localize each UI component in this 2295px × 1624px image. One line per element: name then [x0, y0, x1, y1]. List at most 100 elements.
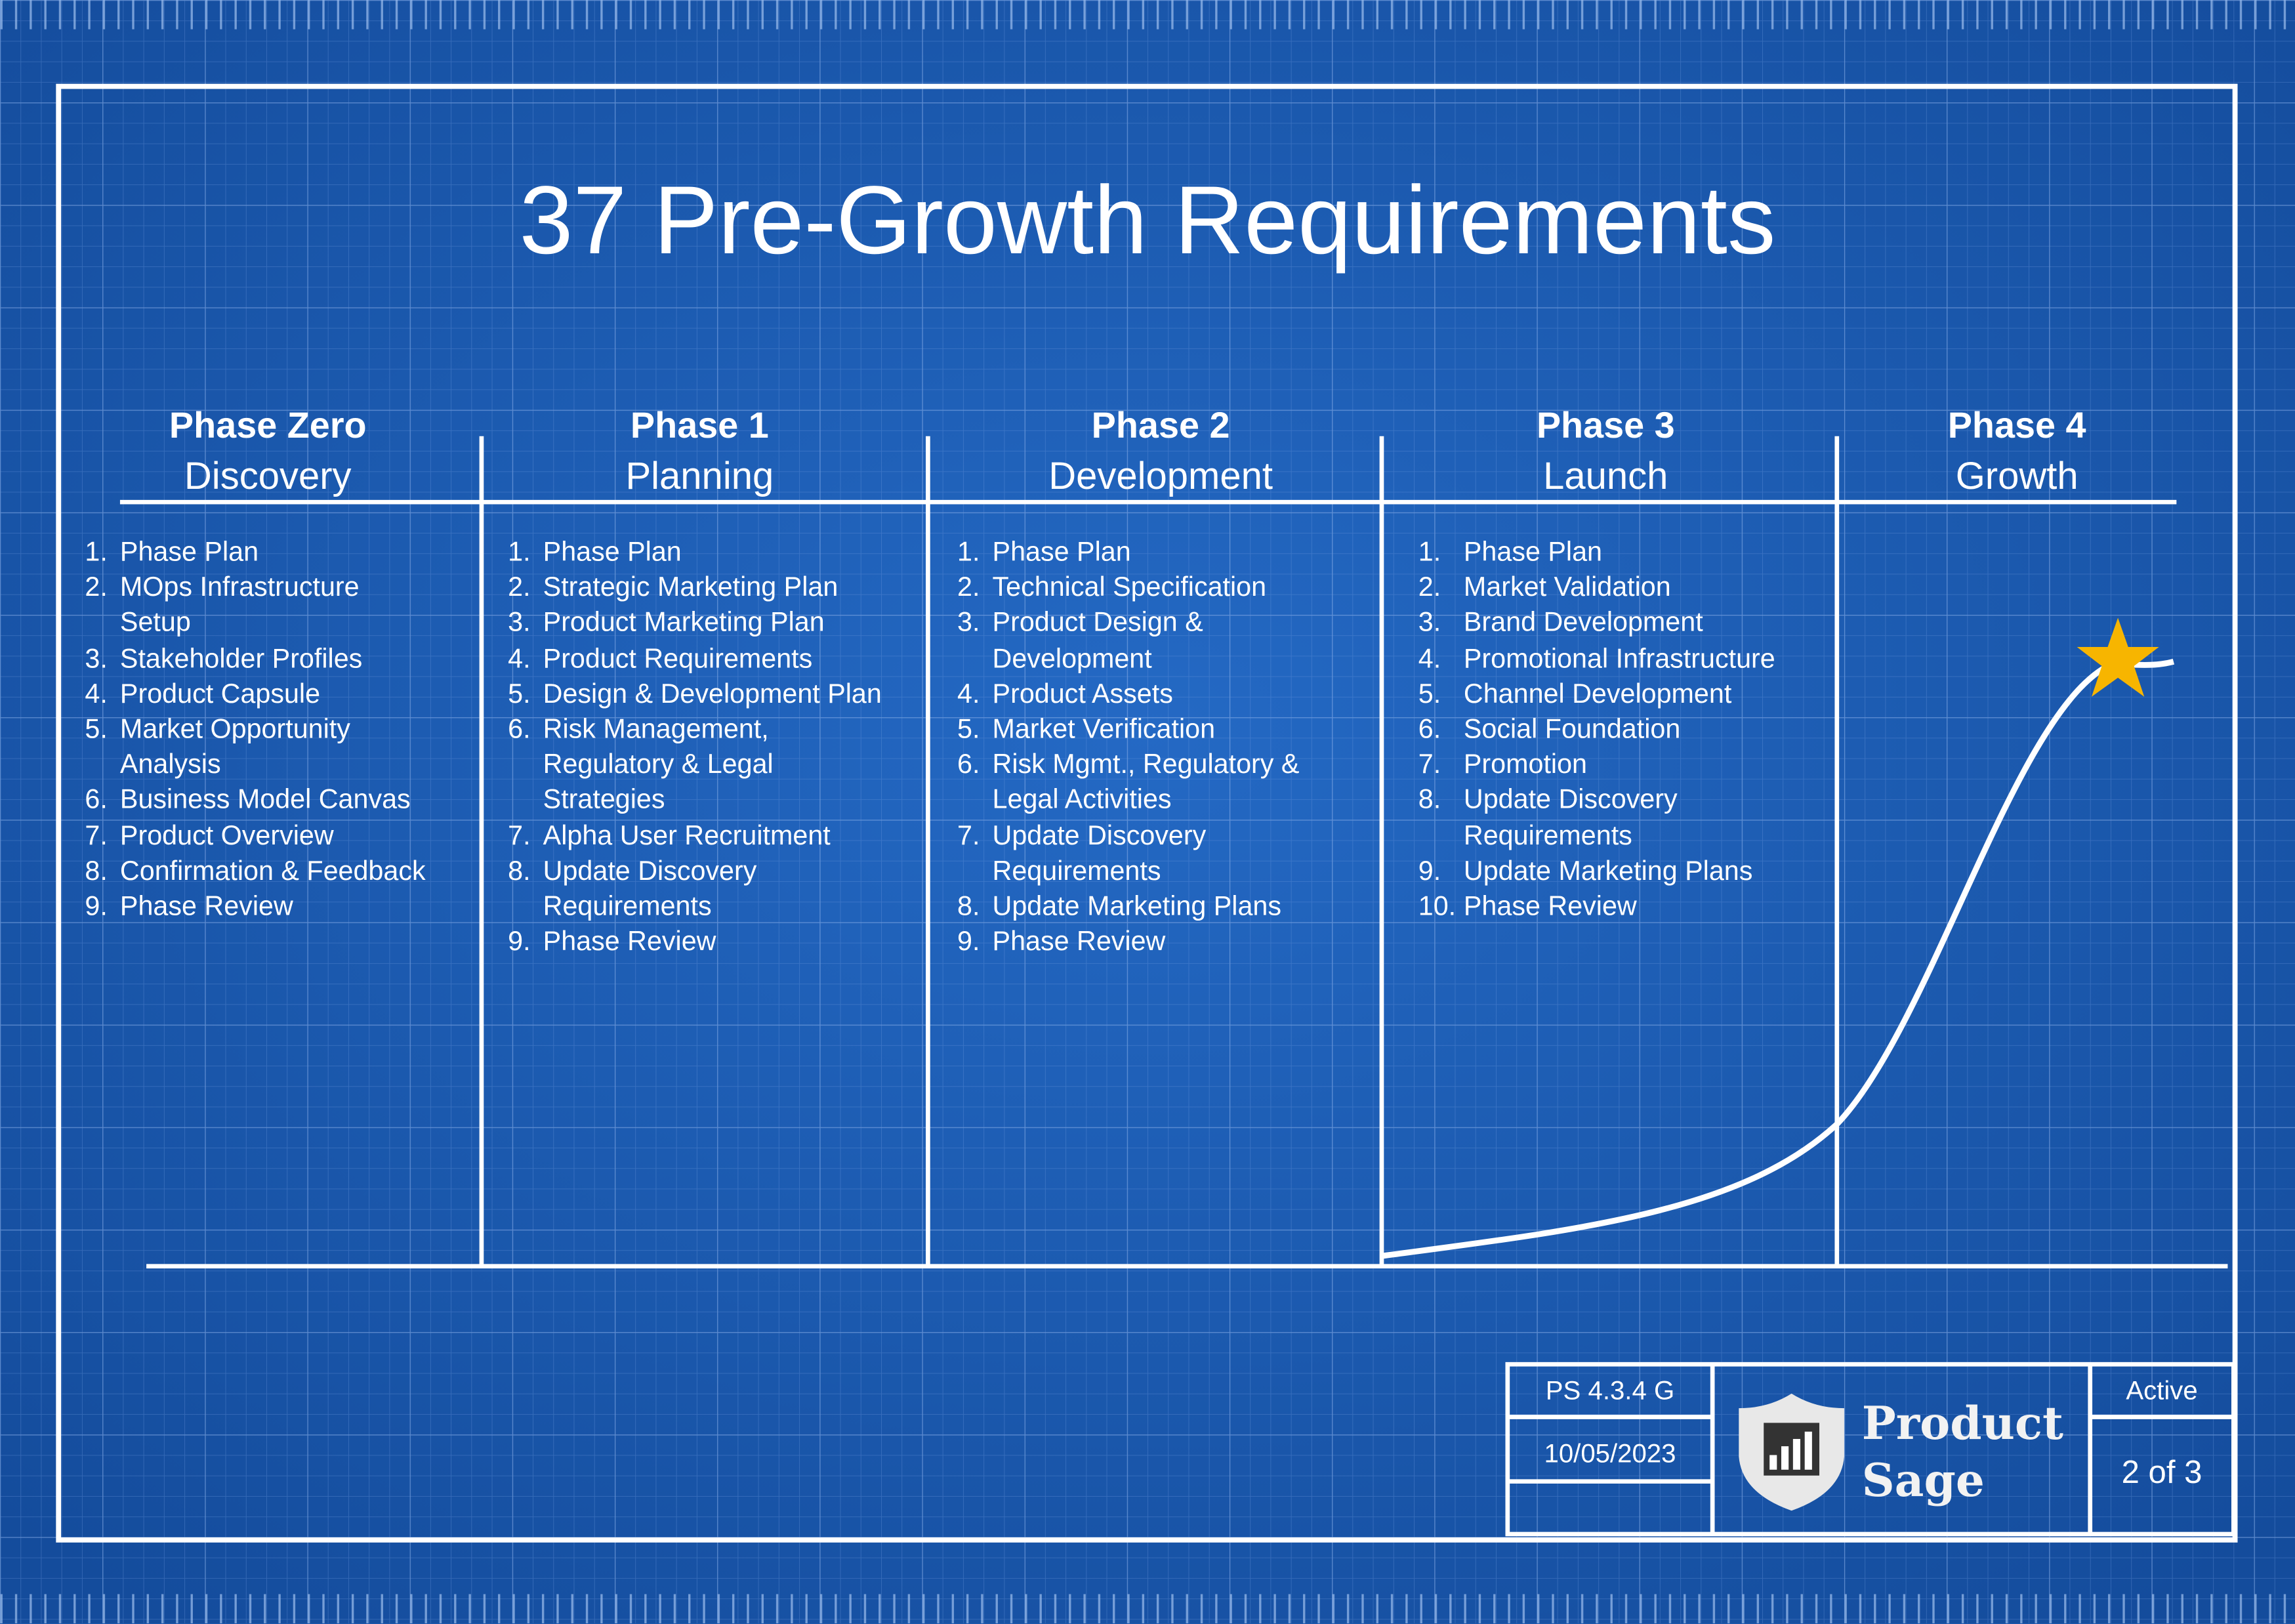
- item-text: Update Discovery: [1463, 783, 1678, 815]
- item-text: Social Foundation: [1463, 713, 1681, 744]
- item-text: Risk Mgmt., Regulatory &: [992, 748, 1300, 780]
- item-number: 2.: [1418, 571, 1441, 602]
- brand-line: Product: [1861, 1398, 2063, 1451]
- item-text: Product Marketing Plan: [543, 606, 825, 638]
- item-number: 1.: [957, 535, 980, 567]
- item-text: Brand Development: [1463, 606, 1703, 638]
- item-text: MOps Infrastructure: [119, 571, 360, 602]
- item-number: 7.: [508, 819, 531, 850]
- phase-name: Phase 4: [1947, 405, 2086, 447]
- phase-name: Phase 2: [1091, 405, 1230, 447]
- item-number: 4.: [957, 677, 980, 709]
- item-number: 9.: [957, 925, 980, 957]
- item-text: Promotional Infrastructure: [1463, 642, 1775, 673]
- item-number: 3.: [508, 606, 531, 638]
- item-text: Alpha User Recruitment: [543, 819, 831, 850]
- item-number: 4.: [1418, 642, 1441, 673]
- item-text: Requirements: [992, 854, 1161, 886]
- item-text: Market Verification: [992, 713, 1216, 744]
- status: Active: [2126, 1376, 2198, 1405]
- item-number: 4.: [508, 642, 531, 673]
- ruler-bottom: [0, 1594, 2295, 1624]
- item-number: 5.: [85, 713, 108, 744]
- item-text: Phase Plan: [543, 535, 682, 567]
- item-number: 3.: [85, 642, 108, 673]
- item-text: Phase Plan: [992, 535, 1131, 567]
- item-number: 6.: [957, 748, 980, 780]
- item-text: Update Marketing Plans: [992, 890, 1282, 921]
- item-number: 9.: [85, 890, 108, 921]
- item-number: 6.: [1418, 713, 1441, 744]
- item-number: 5.: [508, 677, 531, 709]
- item-number: 1.: [1418, 535, 1441, 567]
- item-text: Market Opportunity: [119, 713, 350, 744]
- item-text: Legal Activities: [992, 783, 1172, 815]
- item-number: 7.: [85, 819, 108, 850]
- item-text: Stakeholder Profiles: [119, 642, 363, 673]
- item-text: Setup: [119, 606, 191, 638]
- item-text: Phase Review: [1463, 890, 1637, 921]
- item-number: 8.: [508, 854, 531, 886]
- item-text: Phase Review: [992, 925, 1166, 957]
- item-text: Requirements: [1463, 819, 1632, 850]
- brand-line: Sage: [1861, 1455, 1985, 1508]
- phase-name: Phase 1: [630, 405, 769, 447]
- item-text: Phase Plan: [119, 535, 259, 567]
- item-text: Analysis: [119, 748, 221, 780]
- item-number: 2.: [85, 571, 108, 602]
- item-text: Product Overview: [119, 819, 334, 850]
- item-text: Update Discovery: [543, 854, 757, 886]
- item-number: 5.: [1418, 677, 1441, 709]
- item-text: Development: [992, 642, 1152, 673]
- item-number: 8.: [1418, 783, 1441, 815]
- item-text: Design & Development Plan: [543, 677, 882, 709]
- item-text: Strategies: [543, 783, 665, 815]
- item-number: 7.: [1418, 748, 1441, 780]
- item-text: Product Assets: [992, 677, 1173, 709]
- item-text: Requirements: [543, 890, 712, 921]
- item-text: Update Discovery: [992, 819, 1207, 850]
- item-number: 7.: [957, 819, 980, 850]
- phase-subtitle: Planning: [625, 453, 774, 498]
- item-text: Update Marketing Plans: [1463, 854, 1753, 886]
- item-text: Phase Review: [119, 890, 293, 921]
- item-number: 2.: [957, 571, 980, 602]
- title: 37 Pre-Growth Requirements: [519, 165, 1776, 274]
- item-number: 1.: [85, 535, 108, 567]
- item-text: Phase Plan: [1463, 535, 1602, 567]
- item-number: 1.: [508, 535, 531, 567]
- item-number: 5.: [957, 713, 980, 744]
- phase-subtitle: Development: [1048, 453, 1273, 498]
- item-text: Product Requirements: [543, 642, 813, 673]
- page-number: 2 of 3: [2121, 1453, 2202, 1491]
- item-number: 2.: [508, 571, 531, 602]
- item-text: Promotion: [1463, 748, 1588, 780]
- item-text: Market Validation: [1463, 571, 1671, 602]
- item-number: 6.: [85, 783, 108, 815]
- item-number: 9.: [1418, 854, 1441, 886]
- item-text: Product Capsule: [119, 677, 321, 709]
- item-number: 10.: [1418, 890, 1457, 921]
- item-text: Phase Review: [543, 925, 716, 957]
- phase-name: Phase Zero: [169, 405, 367, 447]
- doc-code: PS 4.3.4 G: [1545, 1376, 1675, 1405]
- phase-name: Phase 3: [1536, 405, 1675, 447]
- item-text: Risk Management,: [543, 713, 769, 744]
- logo-shield: [1739, 1393, 1844, 1511]
- item-number: 8.: [957, 890, 980, 921]
- item-number: 8.: [85, 854, 108, 886]
- doc-date: 10/05/2023: [1544, 1438, 1676, 1468]
- item-number: 3.: [1418, 606, 1441, 638]
- item-text: Channel Development: [1463, 677, 1732, 709]
- star: [2077, 617, 2159, 697]
- ruler-top: [0, 0, 2295, 30]
- item-text: Strategic Marketing Plan: [543, 571, 838, 602]
- item-text: Business Model Canvas: [119, 783, 411, 815]
- item-number: 3.: [957, 606, 980, 638]
- phase-subtitle: Growth: [1955, 453, 2078, 498]
- phase-subtitle: Launch: [1543, 453, 1668, 498]
